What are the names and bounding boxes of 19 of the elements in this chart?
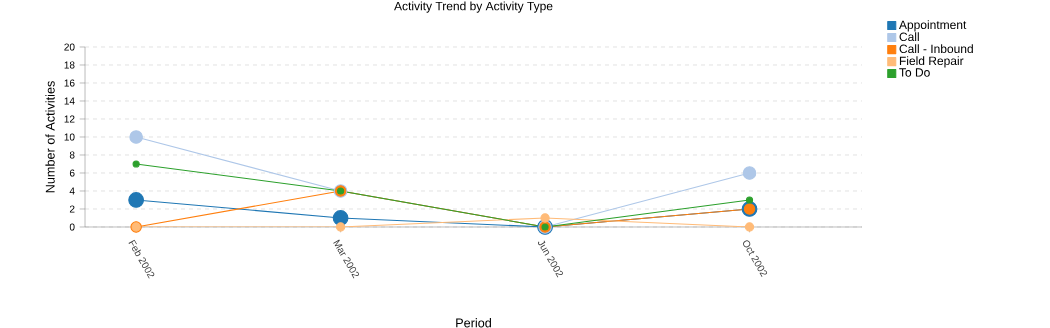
- y-tick-label: 12: [64, 115, 75, 123]
- y-tick-label: 16: [64, 79, 75, 87]
- legend-label: Field Repair: [899, 56, 964, 68]
- y-tick-label: 2: [69, 205, 75, 213]
- y-tick-label: 18: [64, 61, 75, 69]
- legend-label: Call - Inbound: [899, 44, 973, 54]
- y-tick-label: 10: [64, 133, 75, 141]
- y-axis-title: Number of Activities: [45, 81, 55, 193]
- y-tick-label: 20: [64, 43, 75, 51]
- legend-label: Call: [899, 32, 919, 42]
- legend-label: To Do: [899, 68, 930, 77]
- y-tick-label: 14: [64, 97, 75, 105]
- y-tick-label: 4: [69, 187, 75, 195]
- y-tick-label: 0: [69, 223, 75, 231]
- y-tick-label: 6: [69, 169, 75, 177]
- chart-title: Activity Trend by Activity Type: [394, 1, 553, 13]
- y-tick-label: 8: [69, 151, 75, 159]
- legend-label: Appointment: [898, 20, 967, 32]
- x-axis-title: Period: [456, 318, 491, 328]
